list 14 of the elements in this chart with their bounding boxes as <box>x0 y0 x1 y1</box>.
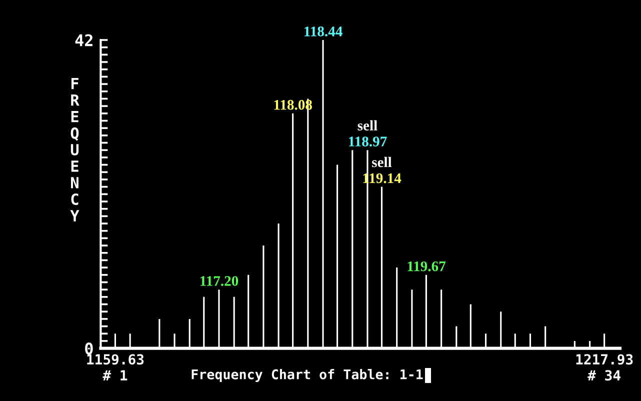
annotation: 118.44 <box>304 26 342 36</box>
annotation: 117.20 <box>200 276 238 286</box>
x-tick-label: 1159.63 <box>87 354 144 365</box>
annotation: sell <box>358 120 378 130</box>
annotation: 119.67 <box>408 261 446 272</box>
text: # 1 <box>102 370 128 380</box>
text: FREQUENCY <box>70 78 80 222</box>
annotation: sell <box>372 156 392 168</box>
x-tick-label: 1217.93 <box>576 354 633 365</box>
annotation: 118.97 <box>349 136 387 147</box>
text: # 34 <box>588 370 620 381</box>
y-tick-label: 42 <box>75 34 92 46</box>
y-tick-label: 0 <box>85 342 93 355</box>
text: Frequency Chart of Table: 1-1 <box>192 369 423 382</box>
